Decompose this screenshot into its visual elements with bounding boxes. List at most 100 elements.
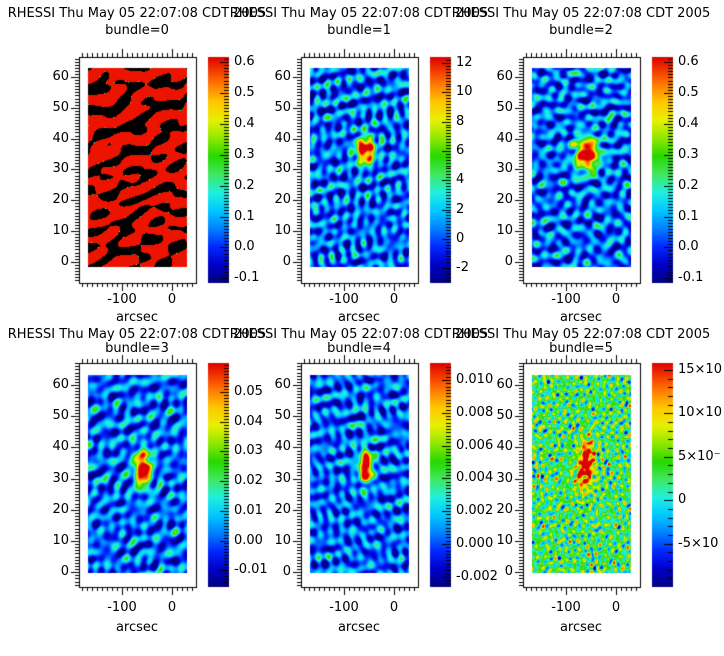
colorbar-tick-label: 12 [456,55,473,70]
x-tick-label: -100 [107,600,137,615]
subplot-title: RHESSI Thu May 05 22:07:08 CDT 2005 [451,6,711,21]
colorbar-tick-label: -0.1 [234,270,260,285]
colorbar-tick-label: 0.4 [678,116,699,131]
y-tick-label: 60 [496,69,513,84]
x-tick-label: 0 [389,292,399,307]
bundle-label: bundle=3 [105,341,169,356]
colorbar-tick-label: 0.6 [234,54,255,69]
y-tick-label: 50 [496,100,513,115]
colorbar-tick-label: 15×10 [678,362,722,377]
y-tick-label: 30 [52,471,69,486]
x-tick-label: 0 [389,600,399,615]
y-tick-label: 50 [274,100,291,115]
y-tick-label: 30 [496,471,513,486]
colorbar-tick-label: 2 [456,202,465,217]
colorbar-tick-label: 10 [456,84,473,99]
y-tick-label: 0 [282,254,291,269]
subplot-title: RHESSI Thu May 05 22:07:08 CDT 2005 [7,6,267,21]
colorbar-tick-label: 0.02 [234,473,263,488]
x-axis-label: arcsec [115,620,159,635]
y-tick-label: 10 [274,533,291,548]
colorbar-tick-label: 5×10⁻ [678,449,721,464]
y-tick-label: 40 [496,131,513,146]
colorbar-tick-label: 0 [678,492,687,507]
colorbar-tick-label: 6 [456,143,465,158]
colorbar-tick-label: 0.1 [678,209,699,224]
y-tick-label: 30 [274,471,291,486]
y-tick-label: 50 [52,408,69,423]
y-tick-label: 50 [274,408,291,423]
x-axis-label: arcsec [559,310,603,325]
colorbar-tick-label: -0.1 [678,270,704,285]
x-tick-label: 0 [167,600,177,615]
y-tick-label: 20 [52,192,69,207]
y-tick-label: 0 [504,254,513,269]
y-tick-label: 0 [60,564,69,579]
colorbar-tick-label: 10×10 [678,405,722,420]
bundle-label: bundle=4 [327,341,391,356]
colorbar-tick-label: 0.2 [234,178,255,193]
colorbar-tick-label: 0.006 [456,438,494,453]
x-tick-label: -100 [329,292,359,307]
colorbar-tick-label: 0.03 [234,443,263,458]
y-tick-label: 40 [52,439,69,454]
colorbar-tick-label: 0.4 [234,116,255,131]
colorbar-tick-label: 8 [456,114,465,129]
x-tick-label: 0 [167,292,177,307]
bundle-label: bundle=5 [549,341,613,356]
y-tick-label: 30 [274,161,291,176]
y-tick-label: 0 [504,564,513,579]
colorbar-tick-label: 0.04 [234,414,263,429]
y-tick-label: 10 [52,533,69,548]
x-axis-label: arcsec [115,310,159,325]
y-tick-label: 40 [52,131,69,146]
bundle-label: bundle=2 [549,23,613,38]
colorbar-tick-label: 0.0 [678,239,699,254]
colorbar-tick-label: -0.002 [456,569,498,584]
y-tick-label: 0 [60,254,69,269]
colorbar-tick-label: 0.5 [234,85,255,100]
y-tick-label: 0 [282,564,291,579]
y-tick-label: 60 [274,69,291,84]
x-tick-label: -100 [551,292,581,307]
x-axis-label: arcsec [337,310,381,325]
y-tick-label: 10 [52,223,69,238]
colorbar-tick-label: 0.00 [234,533,263,548]
colorbar-tick-label: 0.01 [234,503,263,518]
colorbar-tick-label: 0.5 [678,85,699,100]
colorbar-tick-label: 0.6 [678,54,699,69]
colorbar-tick-label: 0.004 [456,470,494,485]
colorbar-tick-label: -2 [456,260,469,275]
bundle-label: bundle=0 [105,23,169,38]
colorbar-tick-label: 0.008 [456,405,494,420]
x-tick-label: -100 [551,600,581,615]
y-tick-label: 40 [274,131,291,146]
y-tick-label: 40 [274,439,291,454]
y-tick-label: 60 [496,377,513,392]
colorbar-tick-label: 0.3 [678,147,699,162]
x-tick-label: 0 [611,600,621,615]
y-tick-label: 20 [496,192,513,207]
y-tick-label: 30 [496,161,513,176]
bundle-label: bundle=1 [327,23,391,38]
y-tick-label: 20 [274,192,291,207]
x-axis-label: arcsec [337,620,381,635]
colorbar-tick-label: 0.05 [234,384,263,399]
colorbar-tick-label: -5×10 [678,536,719,551]
subplot-title: RHESSI Thu May 05 22:07:08 CDT 2005 [451,327,711,342]
subplot-title: RHESSI Thu May 05 22:07:08 CDT 2005 [7,327,267,342]
y-tick-label: 20 [496,502,513,517]
y-tick-label: 10 [496,533,513,548]
colorbar-tick-label: 0.3 [234,147,255,162]
y-tick-label: 10 [496,223,513,238]
y-tick-label: 60 [52,69,69,84]
y-tick-label: 20 [52,502,69,517]
colorbar-tick-label: -0.01 [234,562,268,577]
colorbar-tick-label: 0.000 [456,536,494,551]
x-tick-label: -100 [107,292,137,307]
y-tick-label: 60 [274,377,291,392]
colorbar-tick-label: 0.0 [234,239,255,254]
subplot-title: RHESSI Thu May 05 22:07:08 CDT 2005 [229,6,489,21]
